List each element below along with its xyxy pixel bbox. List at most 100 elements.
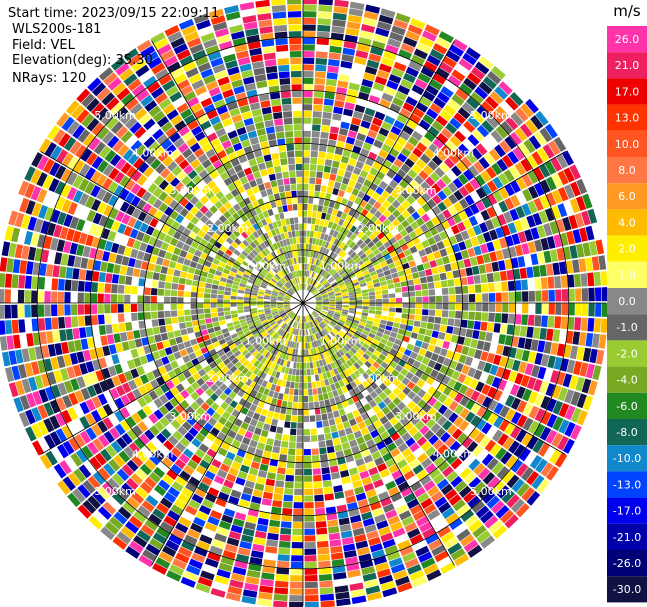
velocity-cell xyxy=(287,311,294,316)
velocity-cell xyxy=(563,167,575,183)
velocity-cell xyxy=(440,86,454,98)
velocity-cell xyxy=(85,361,95,373)
velocity-cell xyxy=(442,238,452,248)
velocity-cell xyxy=(397,391,407,401)
velocity-cell xyxy=(153,210,164,220)
velocity-cell xyxy=(326,325,333,331)
velocity-cell xyxy=(340,347,348,354)
velocity-cell xyxy=(486,206,497,219)
velocity-cell xyxy=(304,488,314,496)
velocity-cell xyxy=(237,98,249,108)
velocity-cell xyxy=(581,210,591,226)
velocity-cell xyxy=(265,126,275,135)
velocity-cell xyxy=(406,254,414,262)
velocity-cell xyxy=(476,393,487,405)
velocity-cell xyxy=(197,153,208,164)
velocity-cell xyxy=(228,207,237,216)
velocity-cell xyxy=(336,334,343,340)
velocity-cell xyxy=(453,381,463,392)
velocity-cell xyxy=(395,411,405,421)
velocity-cell xyxy=(125,97,139,111)
velocity-cell xyxy=(451,93,465,106)
velocity-cell xyxy=(381,57,395,67)
velocity-cell xyxy=(316,527,328,535)
velocity-cell xyxy=(249,381,257,389)
velocity-cell xyxy=(170,463,182,475)
velocity-cell xyxy=(485,166,497,179)
velocity-cell xyxy=(526,376,537,390)
velocity-cell xyxy=(321,467,330,475)
velocity-cell xyxy=(221,140,232,150)
velocity-cell xyxy=(495,366,505,378)
velocity-cell xyxy=(228,256,236,264)
velocity-cell xyxy=(495,106,509,120)
velocity-cell xyxy=(245,576,260,585)
velocity-cell xyxy=(85,398,96,412)
velocity-cell xyxy=(519,325,528,337)
velocity-cell xyxy=(56,444,69,459)
velocity-cell xyxy=(21,214,31,230)
velocity-cell xyxy=(273,349,279,356)
velocity-cell xyxy=(362,292,369,297)
velocity-cell xyxy=(326,371,332,379)
velocity-cell xyxy=(324,256,330,263)
velocity-cell xyxy=(411,375,420,384)
velocity-cell xyxy=(310,328,314,335)
velocity-cell xyxy=(339,269,346,276)
velocity-cell xyxy=(30,169,42,185)
velocity-cell xyxy=(97,506,112,520)
velocity-cell xyxy=(93,141,106,155)
velocity-cell xyxy=(148,413,159,424)
velocity-cell xyxy=(191,286,198,292)
velocity-cell xyxy=(217,431,227,441)
velocity-cell xyxy=(553,234,563,248)
velocity-cell xyxy=(169,91,183,103)
velocity-cell xyxy=(234,433,244,443)
velocity-cell xyxy=(158,179,169,191)
velocity-cell xyxy=(408,260,417,268)
velocity-cell xyxy=(326,313,333,318)
velocity-cell xyxy=(493,402,504,415)
velocity-cell xyxy=(158,74,173,86)
velocity-cell xyxy=(529,454,543,470)
velocity-cell xyxy=(499,356,508,368)
velocity-cell xyxy=(327,207,334,215)
velocity-cell xyxy=(260,578,274,587)
velocity-cell xyxy=(279,240,285,248)
velocity-cell xyxy=(538,210,549,224)
velocity-cell xyxy=(312,111,322,118)
velocity-cell xyxy=(331,471,341,480)
velocity-cell xyxy=(254,279,262,285)
velocity-cell xyxy=(461,285,469,294)
velocity-cell xyxy=(354,182,363,191)
velocity-cell xyxy=(87,337,96,349)
velocity-cell xyxy=(342,263,349,270)
velocity-cell xyxy=(212,160,223,170)
velocity-cell xyxy=(17,289,25,303)
velocity-cell xyxy=(164,25,180,37)
velocity-cell xyxy=(477,467,491,481)
velocity-cell xyxy=(121,432,133,445)
velocity-cell xyxy=(286,461,295,469)
velocity-cell xyxy=(438,332,446,340)
velocity-cell xyxy=(252,454,262,463)
velocity-cell xyxy=(251,60,265,70)
velocity-cell xyxy=(434,281,442,289)
velocity-cell xyxy=(505,455,518,469)
velocity-cell xyxy=(369,123,381,133)
velocity-cell xyxy=(124,370,134,382)
velocity-cell xyxy=(388,307,396,313)
velocity-cell xyxy=(406,357,416,366)
velocity-cell xyxy=(52,129,66,144)
velocity-cell xyxy=(254,121,265,130)
velocity-cell xyxy=(287,401,293,409)
velocity-cell xyxy=(362,142,373,151)
velocity-cell xyxy=(62,476,76,491)
velocity-cell xyxy=(18,180,30,196)
velocity-cell xyxy=(88,515,103,530)
velocity-cell xyxy=(463,77,477,91)
velocity-cell xyxy=(186,96,200,108)
velocity-cell xyxy=(432,411,443,422)
velocity-cell xyxy=(335,450,345,459)
velocity-cell xyxy=(121,482,135,496)
